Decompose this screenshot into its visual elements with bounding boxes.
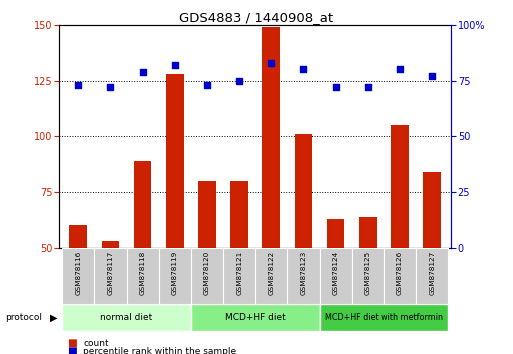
Bar — [198, 181, 216, 354]
Text: ▶: ▶ — [50, 313, 57, 323]
Bar — [230, 181, 248, 354]
Text: count: count — [83, 339, 109, 348]
Text: GSM878126: GSM878126 — [397, 251, 403, 295]
Text: GSM878116: GSM878116 — [75, 251, 81, 295]
Bar — [166, 74, 184, 354]
Bar — [102, 241, 120, 354]
Bar — [255, 248, 287, 304]
Text: GSM878125: GSM878125 — [365, 251, 371, 295]
Text: normal diet: normal diet — [101, 313, 153, 322]
Point — [331, 84, 340, 90]
Text: GSM878124: GSM878124 — [332, 251, 339, 295]
Bar — [391, 125, 409, 354]
Point — [203, 82, 211, 88]
Bar — [62, 248, 94, 304]
Text: GSM878122: GSM878122 — [268, 251, 274, 295]
Text: ■: ■ — [67, 338, 76, 348]
Point — [300, 67, 308, 72]
Point — [171, 62, 179, 68]
Bar — [423, 172, 441, 354]
Bar — [134, 161, 151, 354]
Text: ■: ■ — [67, 346, 76, 354]
Bar — [320, 248, 352, 304]
Bar — [327, 219, 345, 354]
Text: MCD+HF diet: MCD+HF diet — [225, 313, 286, 322]
Bar — [263, 27, 280, 354]
Text: MCD+HF diet with metformin: MCD+HF diet with metformin — [325, 313, 443, 322]
Text: GSM878121: GSM878121 — [236, 251, 242, 295]
Bar — [159, 248, 191, 304]
Bar — [127, 248, 159, 304]
Bar — [94, 248, 127, 304]
Point — [139, 69, 147, 74]
Text: GSM878120: GSM878120 — [204, 251, 210, 295]
Text: GSM878127: GSM878127 — [429, 251, 435, 295]
Text: protocol: protocol — [5, 313, 42, 322]
Bar — [352, 248, 384, 304]
Bar — [294, 134, 312, 354]
Text: GSM878118: GSM878118 — [140, 251, 146, 295]
Bar — [384, 248, 416, 304]
Text: GSM878117: GSM878117 — [107, 251, 113, 295]
Text: GDS4883 / 1440908_at: GDS4883 / 1440908_at — [180, 11, 333, 24]
Text: GSM878123: GSM878123 — [301, 251, 306, 295]
Text: GSM878119: GSM878119 — [172, 251, 178, 295]
Bar — [359, 217, 377, 354]
Bar — [320, 304, 448, 331]
Point — [396, 67, 404, 72]
Point — [235, 78, 243, 83]
Text: percentile rank within the sample: percentile rank within the sample — [83, 347, 236, 354]
Bar — [287, 248, 320, 304]
Point — [267, 60, 275, 65]
Point — [106, 84, 114, 90]
Point — [364, 84, 372, 90]
Point — [74, 82, 83, 88]
Point — [428, 73, 436, 79]
Bar — [191, 304, 320, 331]
Bar — [416, 248, 448, 304]
Bar — [191, 248, 223, 304]
Bar — [69, 225, 87, 354]
Bar — [62, 304, 191, 331]
Bar — [223, 248, 255, 304]
